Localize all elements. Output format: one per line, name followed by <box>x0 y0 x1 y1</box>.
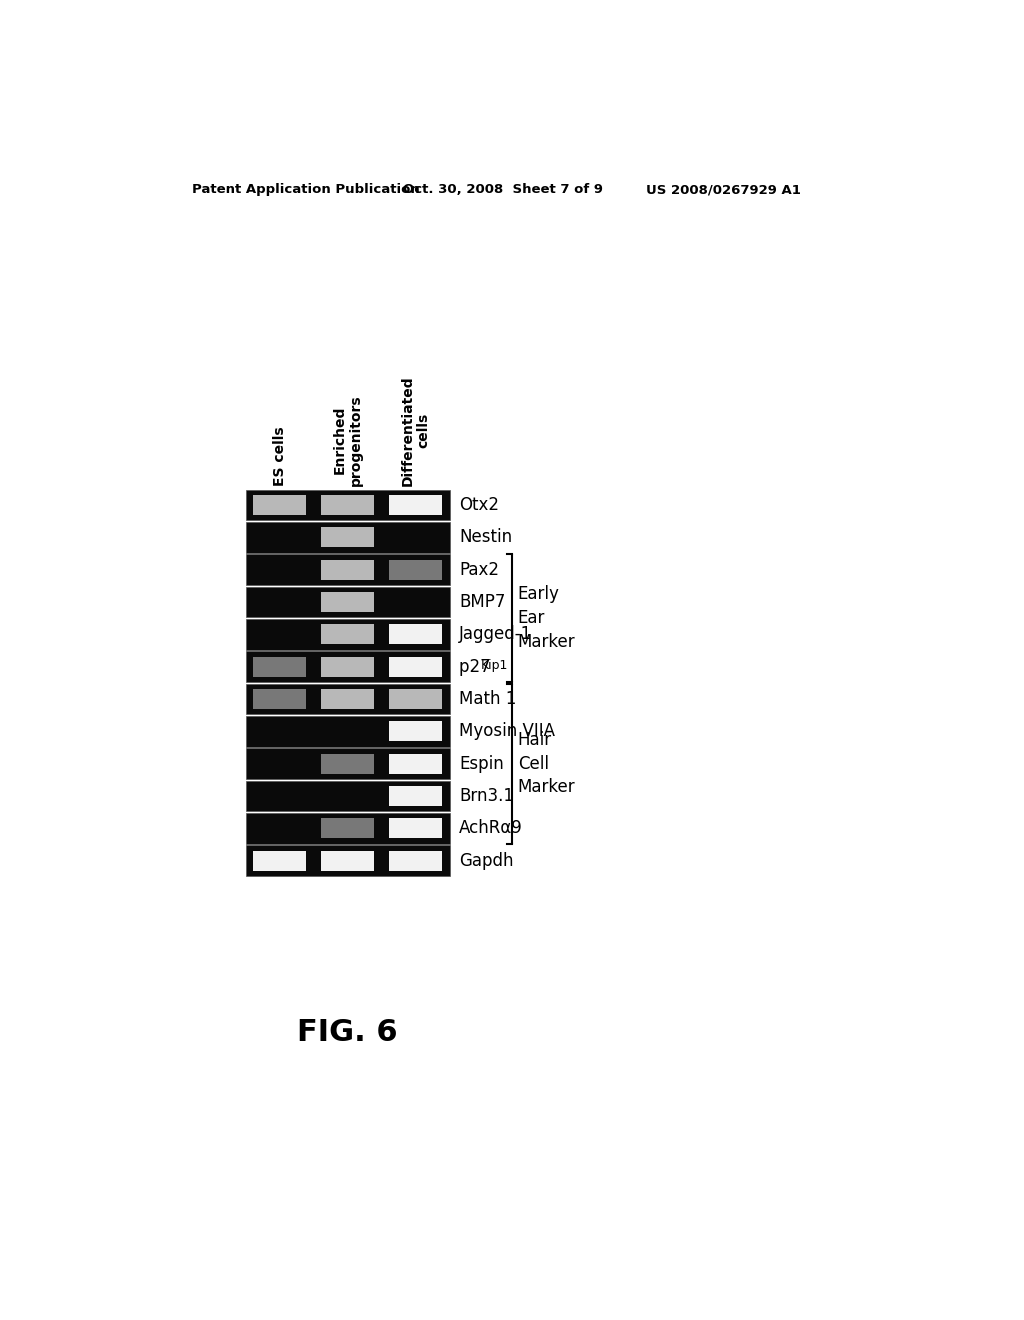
Bar <box>246 684 450 714</box>
Bar <box>322 495 374 515</box>
Bar <box>322 656 374 677</box>
Bar <box>389 721 442 742</box>
Text: Otx2: Otx2 <box>459 496 499 513</box>
Bar <box>246 651 450 682</box>
Bar <box>246 521 450 553</box>
Text: Patent Application Publication: Patent Application Publication <box>191 183 419 197</box>
Text: Differentiated
cells: Differentiated cells <box>400 375 431 486</box>
Bar <box>253 656 306 677</box>
Text: p27: p27 <box>459 657 496 676</box>
Text: Enriched
progenitors: Enriched progenitors <box>333 395 362 486</box>
Bar <box>246 619 450 649</box>
Bar <box>246 748 450 779</box>
Bar <box>322 689 374 709</box>
Text: US 2008/0267929 A1: US 2008/0267929 A1 <box>646 183 801 197</box>
Text: Hair
Cell
Marker: Hair Cell Marker <box>518 731 575 796</box>
Bar <box>246 813 450 843</box>
Bar <box>389 495 442 515</box>
Bar <box>389 850 442 871</box>
Text: Kip1: Kip1 <box>480 659 508 672</box>
Bar <box>246 780 450 812</box>
Text: Espin: Espin <box>459 755 504 772</box>
Bar <box>246 845 450 876</box>
Bar <box>389 754 442 774</box>
Bar <box>322 754 374 774</box>
Bar <box>253 689 306 709</box>
Bar <box>389 624 442 644</box>
Text: Nestin: Nestin <box>459 528 512 546</box>
Text: BMP7: BMP7 <box>459 593 505 611</box>
Bar <box>389 818 442 838</box>
Bar <box>322 850 374 871</box>
Text: AchRα9: AchRα9 <box>459 820 522 837</box>
Bar <box>389 656 442 677</box>
Bar <box>246 586 450 618</box>
Text: Pax2: Pax2 <box>459 561 499 578</box>
Bar <box>246 715 450 747</box>
Bar <box>322 527 374 548</box>
Text: Jagged-1: Jagged-1 <box>459 626 532 643</box>
Text: Myosin VIIA: Myosin VIIA <box>459 722 555 741</box>
Bar <box>389 689 442 709</box>
Bar <box>322 818 374 838</box>
Bar <box>389 560 442 579</box>
Bar <box>322 624 374 644</box>
Text: ES cells: ES cells <box>272 426 287 486</box>
Text: Early
Ear
Marker: Early Ear Marker <box>518 586 575 651</box>
Text: FIG. 6: FIG. 6 <box>297 1018 397 1047</box>
Bar <box>322 560 374 579</box>
Text: Math 1: Math 1 <box>459 690 516 708</box>
Text: Oct. 30, 2008  Sheet 7 of 9: Oct. 30, 2008 Sheet 7 of 9 <box>403 183 603 197</box>
Bar <box>389 785 442 807</box>
Bar <box>253 850 306 871</box>
Bar <box>246 490 450 520</box>
Bar <box>253 495 306 515</box>
Bar <box>322 591 374 612</box>
Text: Gapdh: Gapdh <box>459 851 513 870</box>
Text: Brn3.1: Brn3.1 <box>459 787 514 805</box>
Bar <box>246 554 450 585</box>
